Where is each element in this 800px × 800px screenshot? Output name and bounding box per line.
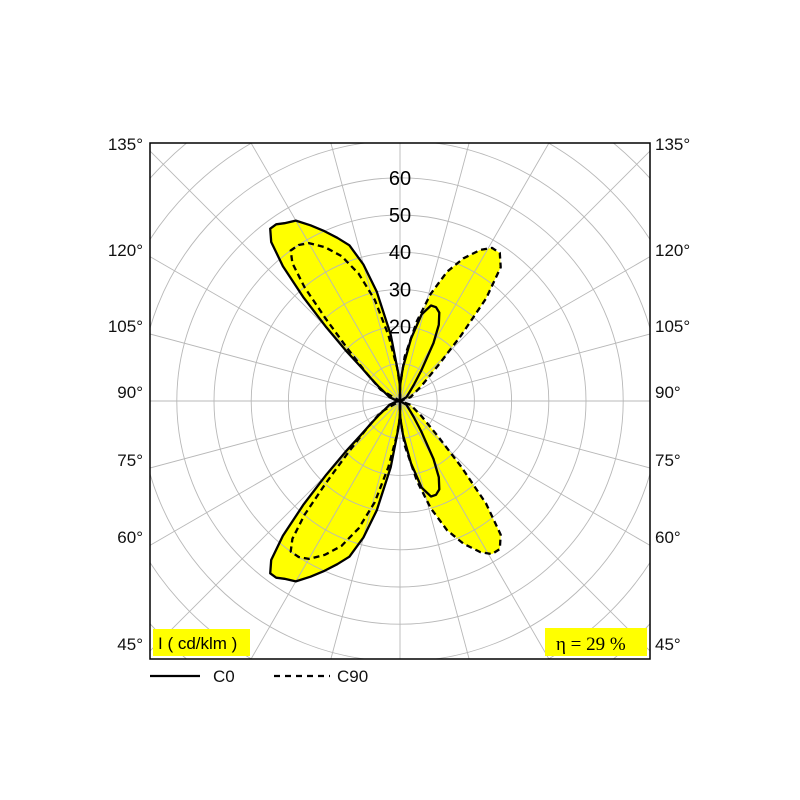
grid-spoke xyxy=(399,143,470,402)
grid-spoke xyxy=(150,400,401,546)
radial-tick-label: 30 xyxy=(389,279,411,301)
radial-tick-label: 40 xyxy=(389,242,411,264)
fill-c90-left xyxy=(290,243,400,559)
radial-tick-labels: 20 30 40 50 60 xyxy=(389,168,411,339)
grid-spoke xyxy=(150,256,401,402)
angle-tick-label-right: 90° xyxy=(655,383,681,402)
grid-spoke xyxy=(399,256,650,402)
angle-tick-label-left: 90° xyxy=(117,383,143,402)
grid-spoke xyxy=(399,400,650,546)
luminous-fill xyxy=(270,220,501,582)
grid-spoke xyxy=(150,400,401,652)
radial-tick-label: 20 xyxy=(389,317,411,339)
grid-spoke xyxy=(250,400,401,659)
efficiency-label: η = 29 % xyxy=(556,634,626,655)
grid-spoke xyxy=(399,400,470,659)
grid-spoke xyxy=(399,400,650,652)
angle-tick-label-right: 120° xyxy=(655,241,690,260)
angle-tick-label-right: 105° xyxy=(655,317,690,336)
angle-tick-label-left: 105° xyxy=(108,317,143,336)
curve-c90-right xyxy=(398,246,502,556)
grid-spoke xyxy=(399,400,650,469)
angle-tick-label-right: 75° xyxy=(655,451,681,470)
angle-tick-label-right: 45° xyxy=(655,635,681,654)
intensity-curves xyxy=(269,219,502,583)
legend: C0 C90 xyxy=(150,667,368,686)
angle-tick-label-left: 75° xyxy=(117,451,143,470)
legend-c90-label: C90 xyxy=(337,667,368,686)
unit-label-box xyxy=(153,629,250,656)
radial-tick-label: 50 xyxy=(389,205,411,227)
grid-spoke xyxy=(150,400,401,469)
angle-tick-label-left: 120° xyxy=(108,241,143,260)
grid-spoke xyxy=(250,143,401,402)
grid-spoke xyxy=(150,333,401,402)
angle-tick-label-right: 60° xyxy=(655,528,681,547)
unit-label: I ( cd/klm ) xyxy=(158,634,237,653)
angle-tick-label-left: 135° xyxy=(108,135,143,154)
curve-c90-left xyxy=(289,241,402,561)
angle-tick-label-left: 45° xyxy=(117,635,143,654)
plot-frame xyxy=(149,142,651,660)
grid-spoke xyxy=(399,333,650,402)
fill-c90-right xyxy=(400,247,501,555)
angle-tick-label-right: 135° xyxy=(655,135,690,154)
radial-tick-label: 60 xyxy=(389,168,411,190)
legend-c0-label: C0 xyxy=(213,667,235,686)
angle-tick-label-left: 60° xyxy=(117,528,143,547)
angle-tick-labels: 135° 135° 120° 120° 105° 105° 90° 90° 75° 75° 60° 6… xyxy=(108,135,690,654)
grid-spoke xyxy=(330,400,401,659)
grid-spoke xyxy=(330,143,401,402)
efficiency-box xyxy=(545,628,647,656)
